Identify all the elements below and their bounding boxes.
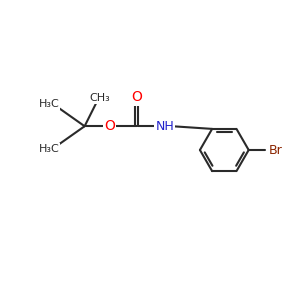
Text: NH: NH: [155, 120, 174, 133]
Text: Br: Br: [268, 143, 282, 157]
Text: O: O: [131, 90, 142, 104]
Text: O: O: [104, 119, 115, 133]
Text: H₃C: H₃C: [39, 99, 59, 109]
Text: CH₃: CH₃: [89, 93, 110, 103]
Text: H₃C: H₃C: [39, 143, 59, 154]
